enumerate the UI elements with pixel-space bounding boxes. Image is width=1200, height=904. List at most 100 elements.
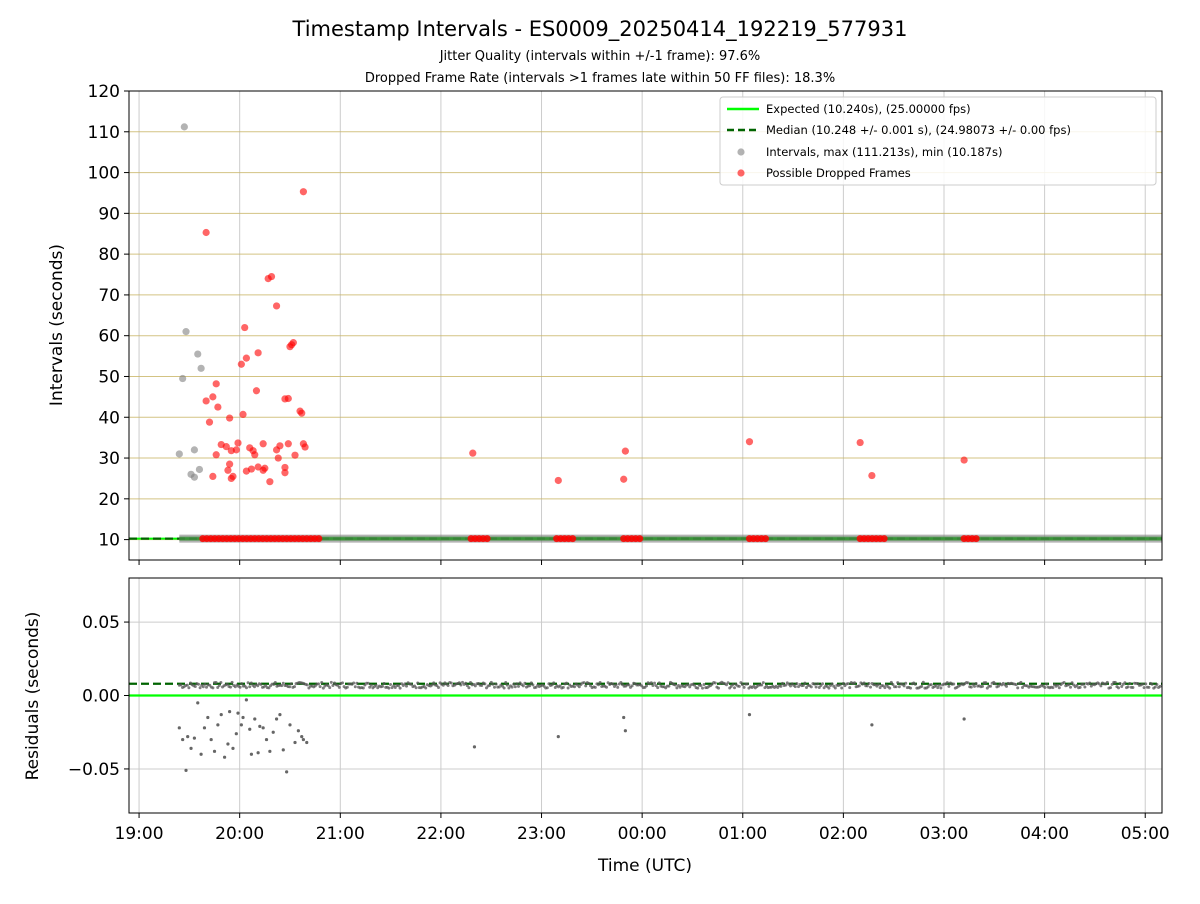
residual-band-point — [1147, 686, 1150, 689]
residual-point — [226, 742, 229, 745]
dropped-frame-point — [255, 349, 262, 356]
top-panel-points — [176, 123, 1162, 542]
residual-point — [210, 738, 213, 741]
residual-band-point — [320, 681, 323, 684]
x-tick-label: 21:00 — [316, 824, 365, 844]
residual-band-point — [727, 681, 730, 684]
dropped-frame-point — [243, 355, 250, 362]
residual-point — [236, 712, 239, 715]
legend-expected-label: Expected (10.240s), (25.00000 fps) — [766, 102, 971, 116]
residual-band-point — [762, 681, 765, 684]
residual-band-point — [834, 686, 837, 689]
residual-band-point — [317, 682, 320, 685]
residual-band-point — [506, 684, 509, 687]
residual-band-point — [779, 685, 782, 688]
x-tick-label: 19:00 — [115, 824, 164, 844]
top-y-tick-label: 80 — [98, 245, 120, 265]
residual-point — [268, 750, 271, 753]
dropped-frame-point — [285, 395, 292, 402]
residual-band-point — [245, 686, 248, 689]
residual-band-point — [338, 686, 341, 689]
residual-band-point — [523, 682, 526, 685]
top-y-tick-label: 40 — [98, 408, 120, 428]
top-y-tick-label: 120 — [88, 82, 120, 102]
dropped-frame-point — [275, 454, 282, 461]
dropped-frame-point — [234, 439, 241, 446]
residual-point — [184, 769, 187, 772]
residual-band-point — [503, 687, 506, 690]
bottom-y-tick-label: 0.05 — [82, 613, 120, 633]
dropped-frame-point — [273, 302, 280, 309]
residual-band-point — [741, 683, 744, 686]
residual-point — [473, 745, 476, 748]
residual-band-point — [469, 681, 472, 684]
dropped-frame-point — [241, 324, 248, 331]
dropped-frame-point — [224, 467, 231, 474]
residual-band-point — [202, 685, 205, 688]
residual-band-point — [984, 681, 987, 684]
dropped-frame-point — [260, 440, 267, 447]
legend-median-label: Median (10.248 +/- 0.001 s), (24.98073 +… — [766, 123, 1071, 137]
residual-band-point — [920, 685, 923, 688]
residual-band-point — [515, 682, 518, 685]
residual-band-point — [330, 681, 333, 684]
x-tick-label: 05:00 — [1121, 824, 1170, 844]
residual-band-point — [450, 681, 453, 684]
residual-point — [282, 748, 285, 751]
residual-band-point — [930, 683, 933, 686]
residual-band-point — [888, 687, 891, 690]
residual-point — [178, 726, 181, 729]
dropped-frame-baseline-point — [315, 535, 322, 542]
dropped-frame-point — [213, 451, 220, 458]
residual-band-point — [583, 681, 586, 684]
bottom-y-tick-label: −0.05 — [68, 760, 120, 780]
residual-band-point — [354, 685, 357, 688]
residual-band-point — [511, 686, 514, 689]
residual-band-point — [1143, 686, 1146, 689]
residual-band-point — [746, 683, 749, 686]
residual-point — [241, 716, 244, 719]
residual-band-point — [573, 685, 576, 688]
dropped-frame-point — [228, 475, 235, 482]
interval-point — [182, 328, 189, 335]
residual-band-point — [389, 683, 392, 686]
residual-band-point — [1082, 683, 1085, 686]
dropped-frame-point — [226, 414, 233, 421]
residual-band-point — [362, 687, 365, 690]
residual-band-point — [1067, 683, 1070, 686]
residual-band-point — [546, 686, 549, 689]
residual-band-point — [491, 683, 494, 686]
dropped-frame-point — [868, 472, 875, 479]
dropped-frame-point — [469, 450, 476, 457]
dropped-frame-point — [243, 467, 250, 474]
dropped-frame-point — [260, 467, 267, 474]
residual-band-point — [567, 686, 570, 689]
residual-band-point — [1141, 683, 1144, 686]
residual-band-point — [584, 684, 587, 687]
top-y-tick-label: 60 — [98, 327, 120, 347]
residual-band-point — [1043, 686, 1046, 689]
residual-band-point — [565, 682, 568, 685]
residual-band-point — [199, 686, 202, 689]
residual-point — [223, 756, 226, 759]
residual-point — [870, 723, 873, 726]
residual-band-point — [627, 683, 630, 686]
residual-point — [748, 713, 751, 716]
residual-band-point — [229, 686, 232, 689]
residual-band-point — [1159, 685, 1162, 688]
residual-band-point — [459, 683, 462, 686]
interval-point — [176, 450, 183, 457]
residual-band-point — [215, 681, 218, 684]
top-y-tick-label: 110 — [88, 123, 120, 143]
residual-band-point — [528, 684, 531, 687]
residual-band-point — [288, 685, 291, 688]
residual-band-point — [186, 684, 189, 687]
residual-point — [250, 753, 253, 756]
residual-band-point — [416, 681, 419, 684]
residual-band-point — [381, 685, 384, 688]
residual-band-point — [883, 686, 886, 689]
residual-band-point — [703, 683, 706, 686]
interval-point — [198, 365, 205, 372]
residual-point — [278, 713, 281, 716]
dropped-frame-point — [622, 448, 629, 455]
